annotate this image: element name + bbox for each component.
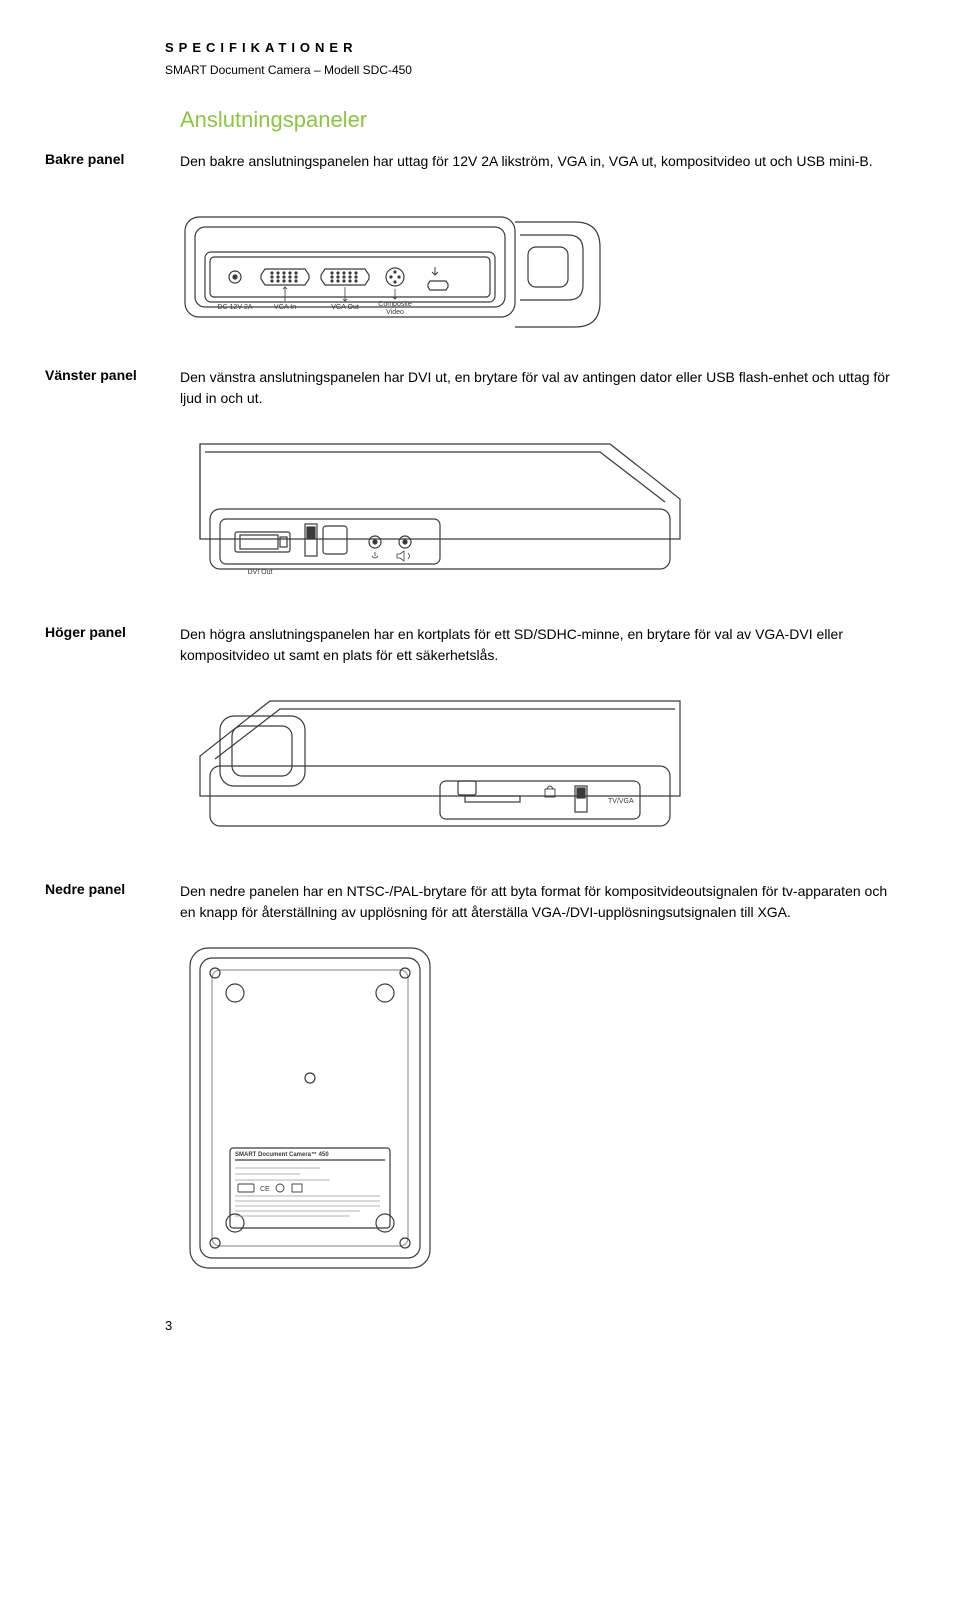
svg-text:CE: CE: [260, 1186, 270, 1193]
row-vanster-label: Vänster panel: [45, 367, 180, 409]
figure-vanster: DVI Out: [180, 424, 900, 594]
row-hoger: Höger panel Den högra anslutningspanelen…: [180, 624, 900, 666]
label-dc: DC 12V 2A: [217, 304, 252, 311]
header-title: SPECIFIKATIONER: [165, 40, 900, 55]
row-vanster: Vänster panel Den vänstra anslutningspan…: [180, 367, 900, 409]
row-hoger-text: Den högra anslutningspanelen har en kort…: [180, 624, 900, 666]
label-vga-in: VGA In: [274, 304, 296, 311]
label-composite2: Video: [386, 309, 404, 316]
page-number: 3: [165, 1318, 900, 1333]
row-bakre-label: Bakre panel: [45, 151, 180, 172]
row-bakre: Bakre panel Den bakre anslutningspanelen…: [180, 151, 900, 172]
figure-nedre: CE SMART Document Camera™ 450: [180, 938, 900, 1278]
row-nedre-text: Den nedre panelen har en NTSC-/PAL-bryta…: [180, 881, 900, 923]
label-tvvga: TV/VGA: [608, 798, 634, 805]
section-title: Anslutningspaneler: [180, 107, 900, 133]
row-nedre: Nedre panel Den nedre panelen har en NTS…: [180, 881, 900, 923]
row-nedre-label: Nedre panel: [45, 881, 180, 923]
label-brand: SMART Document Camera™ 450: [235, 1151, 329, 1158]
label-vga-out: VGA Out: [331, 304, 359, 311]
row-bakre-text: Den bakre anslutningspanelen har uttag f…: [180, 151, 873, 172]
page-header: SPECIFIKATIONER SMART Document Camera – …: [165, 40, 900, 77]
label-dvi: DVI Out: [248, 569, 273, 576]
label-composite1: Composite: [378, 301, 412, 308]
figure-hoger: TV/VGA: [180, 681, 900, 851]
header-subtitle: SMART Document Camera – Modell SDC-450: [165, 63, 900, 77]
figure-bakre: DC 12V 2A VGA In VGA Out Composite Video: [180, 187, 900, 337]
row-vanster-text: Den vänstra anslutningspanelen har DVI u…: [180, 367, 900, 409]
row-hoger-label: Höger panel: [45, 624, 180, 666]
